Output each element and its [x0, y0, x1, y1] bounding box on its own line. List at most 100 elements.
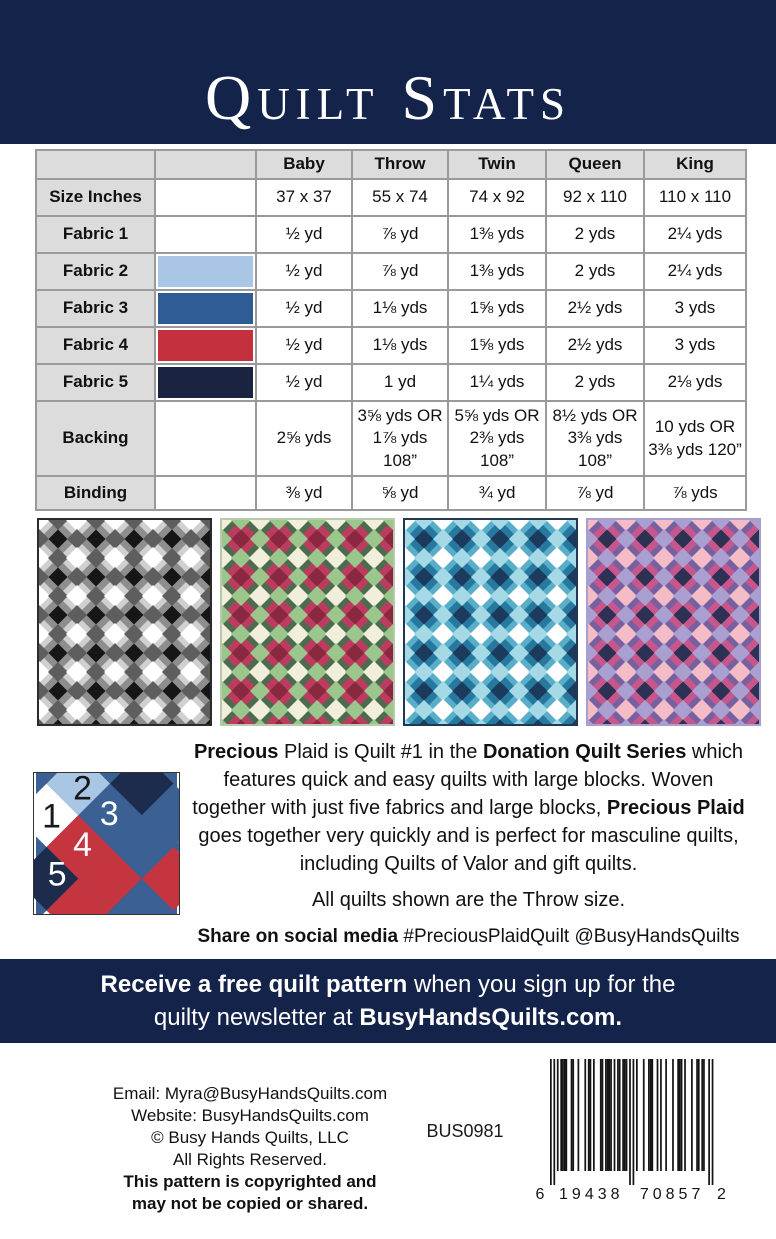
text: which features quick and easy quilts wit…: [192, 741, 744, 819]
blue-colorway-quilt: [403, 518, 578, 726]
newsletter-banner: Receive a free quilt pattern when you si…: [0, 959, 776, 1043]
fabric-swatch-cell: [154, 326, 257, 365]
yardage-cell: ⅜ yd: [255, 475, 353, 511]
pattern-sku: BUS0981: [426, 1121, 504, 1141]
yardage-cell: ⅞ yd: [351, 215, 449, 254]
barcode-digits-left: 19438: [559, 1186, 624, 1203]
contact-line: All Rights Reserved.: [172, 1150, 327, 1169]
swatch-header-cell: [154, 149, 257, 180]
text: Plaid is Quilt #1 in the: [278, 741, 483, 763]
fabric-swatch: [158, 330, 253, 361]
row-label: Binding: [35, 475, 156, 511]
yardage-cell: 1¼ yds: [447, 363, 547, 402]
table-row: Fabric 3 ½ yd 1⅛ yds 1⅝ yds 2½ yds 3 yds: [35, 289, 747, 328]
page-title: Quilt Stats: [204, 62, 572, 133]
yardage-cell: 8½ yds OR 3⅜ yds 108”: [545, 400, 645, 477]
yardage-cell: 3 yds: [643, 326, 747, 365]
yardage-cell: ⅞ yd: [351, 252, 449, 291]
upc-barcode: 6 19438 70857 2: [536, 1053, 732, 1210]
yardage-cell: 92 x 110: [545, 178, 645, 217]
yardage-cell: 1 yd: [351, 363, 449, 402]
yardage-cell: 1⅝ yds: [447, 289, 547, 328]
fabric-swatch-cell: [154, 289, 257, 328]
corner-cell: [35, 149, 156, 180]
newsletter-line-1: Receive a free quilt pattern when you si…: [101, 968, 676, 1001]
row-label: Fabric 4: [35, 326, 156, 365]
fabric-swatch-cell: [154, 400, 257, 477]
text: goes together very quickly and is perfec…: [198, 825, 739, 875]
yardage-cell: 1⅜ yds: [447, 215, 547, 254]
fabric-swatch: [158, 256, 253, 287]
yardage-cell: 2½ yds: [545, 289, 645, 328]
yardage-cell: ½ yd: [255, 215, 353, 254]
yardage-cell: ½ yd: [255, 363, 353, 402]
table-row: Fabric 5 ½ yd 1 yd 1¼ yds 2 yds 2⅛ yds: [35, 363, 747, 402]
fabric-number-label: 5: [48, 856, 67, 894]
yardage-cell: 10 yds OR 3⅜ yds 120”: [643, 400, 747, 477]
bold-text: BusyHandsQuilts.com.: [359, 1004, 623, 1031]
barcode-digit: 6: [536, 1186, 545, 1203]
size-column-header: Queen: [545, 149, 645, 180]
about-paragraph: Precious Plaid is Quilt #1 in the Donati…: [191, 738, 746, 878]
yardage-cell: 2 yds: [545, 252, 645, 291]
table-row: Fabric 1 ½ yd ⅞ yd 1⅜ yds 2 yds 2¼ yds: [35, 215, 747, 254]
yardage-cell: ½ yd: [255, 289, 353, 328]
yardage-cell: 2¼ yds: [643, 215, 747, 254]
yardage-cell: 55 x 74: [351, 178, 449, 217]
throw-size-note: All quilts shown are the Throw size.: [311, 889, 626, 911]
quilt-photo-row: [37, 518, 761, 726]
barcode-digit: 2: [717, 1186, 726, 1203]
bold-text: Precious: [193, 741, 279, 763]
fabric-swatch-cell: [154, 178, 257, 217]
contact-line: © Busy Hands Quilts, LLC: [151, 1128, 349, 1147]
text: #PreciousPlaidQuilt @BusyHandsQuilts: [398, 926, 740, 947]
pattern-back-page: Quilt Stats Baby Throw Twin Queen King Size …: [0, 0, 776, 1213]
fabric-swatch-cell: [154, 363, 257, 402]
barcode-digits-right: 70857: [640, 1186, 705, 1203]
row-label: Size Inches: [35, 178, 156, 217]
yardage-cell: ⅝ yd: [351, 475, 449, 511]
row-label: Backing: [35, 400, 156, 477]
table-row: Backing 2⅝ yds 3⅝ yds OR 1⅞ yds 108” 5⅝ yds…: [35, 400, 747, 477]
quilt-photo: [37, 518, 212, 726]
about-text: Precious Plaid is Quilt #1 in the Donati…: [185, 738, 746, 951]
text: quilty newsletter at: [153, 1004, 360, 1031]
text: when you sign up for the: [407, 971, 676, 998]
christmas-colorway-quilt: [220, 518, 395, 726]
quilt-photo: [220, 518, 395, 726]
table-row: Size Inches 37 x 37 55 x 74 74 x 92 92 x 110…: [35, 178, 747, 217]
fabric-number-label: 1: [42, 798, 61, 836]
quilt-stats-table-wrap: Baby Throw Twin Queen King Size Inches 37 x 3…: [35, 149, 747, 511]
yardage-cell: 74 x 92: [447, 178, 547, 217]
yardage-cell: ½ yd: [255, 252, 353, 291]
fabric-number-label: 2: [73, 772, 92, 808]
table-row: Binding ⅜ yd ⅝ yd ¾ yd ⅞ yd ⅞ yds: [35, 475, 747, 511]
yardage-cell: 2⅝ yds: [255, 400, 353, 477]
yardage-cell: ½ yd: [255, 326, 353, 365]
contact-line: Email: Myra@BusyHandsQuilts.com: [112, 1084, 388, 1103]
row-label: Fabric 5: [35, 363, 156, 402]
size-column-header: King: [643, 149, 747, 180]
bold-text: Receive a free quilt pattern: [100, 971, 408, 998]
table-row: Fabric 2 ½ yd ⅞ yd 1⅜ yds 2 yds 2¼ yds: [35, 252, 747, 291]
fabric-number-label: 3: [100, 795, 119, 833]
size-column-header: Baby: [255, 149, 353, 180]
yardage-cell: ⅞ yd: [545, 475, 645, 511]
title-banner: Quilt Stats: [0, 0, 776, 144]
table-header-row: Baby Throw Twin Queen King: [35, 149, 747, 180]
quilt-stats-table: Baby Throw Twin Queen King Size Inches 37 x 3…: [35, 149, 747, 511]
fabric-swatch: [158, 367, 253, 398]
barcode-svg: 6 19438 70857 2: [536, 1059, 726, 1203]
row-label: Fabric 1: [35, 215, 156, 254]
bold-text: Donation Quilt Series: [482, 741, 687, 763]
footer: Email: Myra@BusyHandsQuilts.com Website: …: [0, 1043, 776, 1239]
yardage-cell: 3 yds: [643, 289, 747, 328]
yardage-cell: ⅞ yds: [643, 475, 747, 511]
fabric-swatch: [158, 219, 253, 250]
fabric-swatch-cell: [154, 215, 257, 254]
contact-line: Website: BusyHandsQuilts.com: [131, 1106, 369, 1125]
row-label: Fabric 2: [35, 252, 156, 291]
